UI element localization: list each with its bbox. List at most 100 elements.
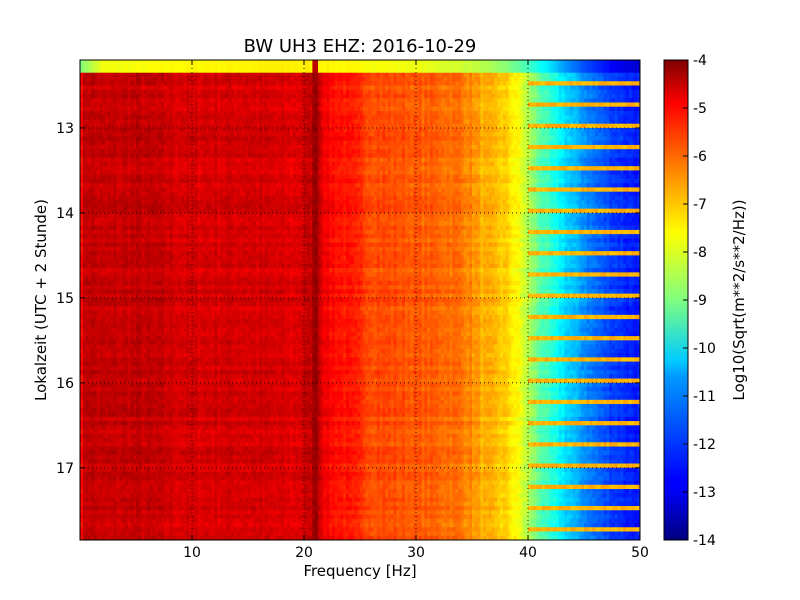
heatmap-cell [125,128,128,133]
heatmap-cell [100,73,103,78]
heatmap-cell [581,141,584,146]
heatmap-cell [170,90,173,95]
heatmap-cell [114,132,117,137]
heatmap-cell [200,119,203,124]
heatmap-cell [581,69,584,74]
heatmap-cell [111,128,114,133]
heatmap-cell [332,119,335,124]
heatmap-cell [629,94,632,99]
heatmap-cell [469,128,472,133]
heatmap-cell [536,111,539,116]
heatmap-cell [276,102,279,107]
heatmap-cell [217,85,220,90]
heatmap-cell [209,60,212,65]
heatmap-cell [424,111,427,116]
heatmap-cell [357,115,360,120]
heatmap-cell [584,107,587,112]
heatmap-cell [268,98,271,103]
heatmap-cell [606,111,609,116]
heatmap-cell [293,69,296,74]
heatmap-cell [464,60,467,65]
heatmap-cell [396,132,399,137]
heatmap-cell [150,98,153,103]
heatmap-cell [450,162,453,167]
heatmap-cell [357,94,360,99]
heatmap-cell [556,85,559,90]
heatmap-cell [503,94,506,99]
heatmap-cell [198,141,201,146]
heatmap-cell [340,115,343,120]
heatmap-cell [424,149,427,154]
heatmap-cell [564,60,567,65]
heatmap-cell [634,73,637,78]
heatmap-cell [203,153,206,158]
heatmap-cell [156,107,159,112]
heatmap-cell [346,94,349,99]
heatmap-cell [315,141,318,146]
heatmap-cell [203,85,206,90]
heatmap-cell [102,132,105,137]
heatmap-cell [559,85,562,90]
heatmap-cell [441,98,444,103]
heatmap-cell [363,153,366,158]
heatmap-cell [581,73,584,78]
heatmap-cell [220,85,223,90]
heatmap-cell [97,132,100,137]
heatmap-cell [282,77,285,82]
heatmap-cell [122,94,125,99]
heatmap-cell [573,128,576,133]
heatmap-cell [150,111,153,116]
heatmap-cell [567,73,570,78]
heatmap-cell [178,94,181,99]
heatmap-cell [147,141,150,146]
heatmap-cell [212,145,215,150]
heatmap-cell [248,132,251,137]
heatmap-cell [567,111,570,116]
heatmap-cell [422,94,425,99]
heatmap-cell [296,69,299,74]
heatmap-cell [184,94,187,99]
heatmap-cell [416,136,419,141]
heatmap-cell [346,77,349,82]
heatmap-cell [427,149,430,154]
heatmap-cell [604,128,607,133]
heatmap-cell [340,60,343,65]
heatmap-cell [312,85,315,90]
heatmap-cell [377,81,380,86]
heatmap-cell [223,128,226,133]
heatmap-cell [517,158,520,163]
heatmap-cell [282,158,285,163]
heatmap-cell [296,81,299,86]
heatmap-cell [88,81,91,86]
heatmap-cell [156,119,159,124]
heatmap-cell [441,90,444,95]
heatmap-cell [366,145,369,150]
heatmap-cell [217,94,220,99]
heatmap-cell [464,98,467,103]
heatmap-cell [405,136,408,141]
heatmap-cell [475,132,478,137]
heatmap-cell [326,90,329,95]
heatmap-cell [88,158,91,163]
heatmap-cell [164,141,167,146]
heatmap-cell [116,115,119,120]
heatmap-cell [125,119,128,124]
heatmap-cell [97,145,100,150]
heatmap-cell [486,85,489,90]
heatmap-cell [615,158,618,163]
heatmap-cell [371,107,374,112]
heatmap-cell [128,102,131,107]
heatmap-cell [142,77,145,82]
heatmap-cell [203,73,206,78]
heatmap-cell [237,73,240,78]
heatmap-cell [545,132,548,137]
heatmap-cell [402,153,405,158]
heatmap-cell [206,111,209,116]
heatmap-cell [500,107,503,112]
heatmap-cell [556,60,559,65]
heatmap-cell [144,85,147,90]
heatmap-cell [88,149,91,154]
heatmap-cell [265,81,268,86]
heatmap-cell [100,153,103,158]
heatmap-cell [114,90,117,95]
